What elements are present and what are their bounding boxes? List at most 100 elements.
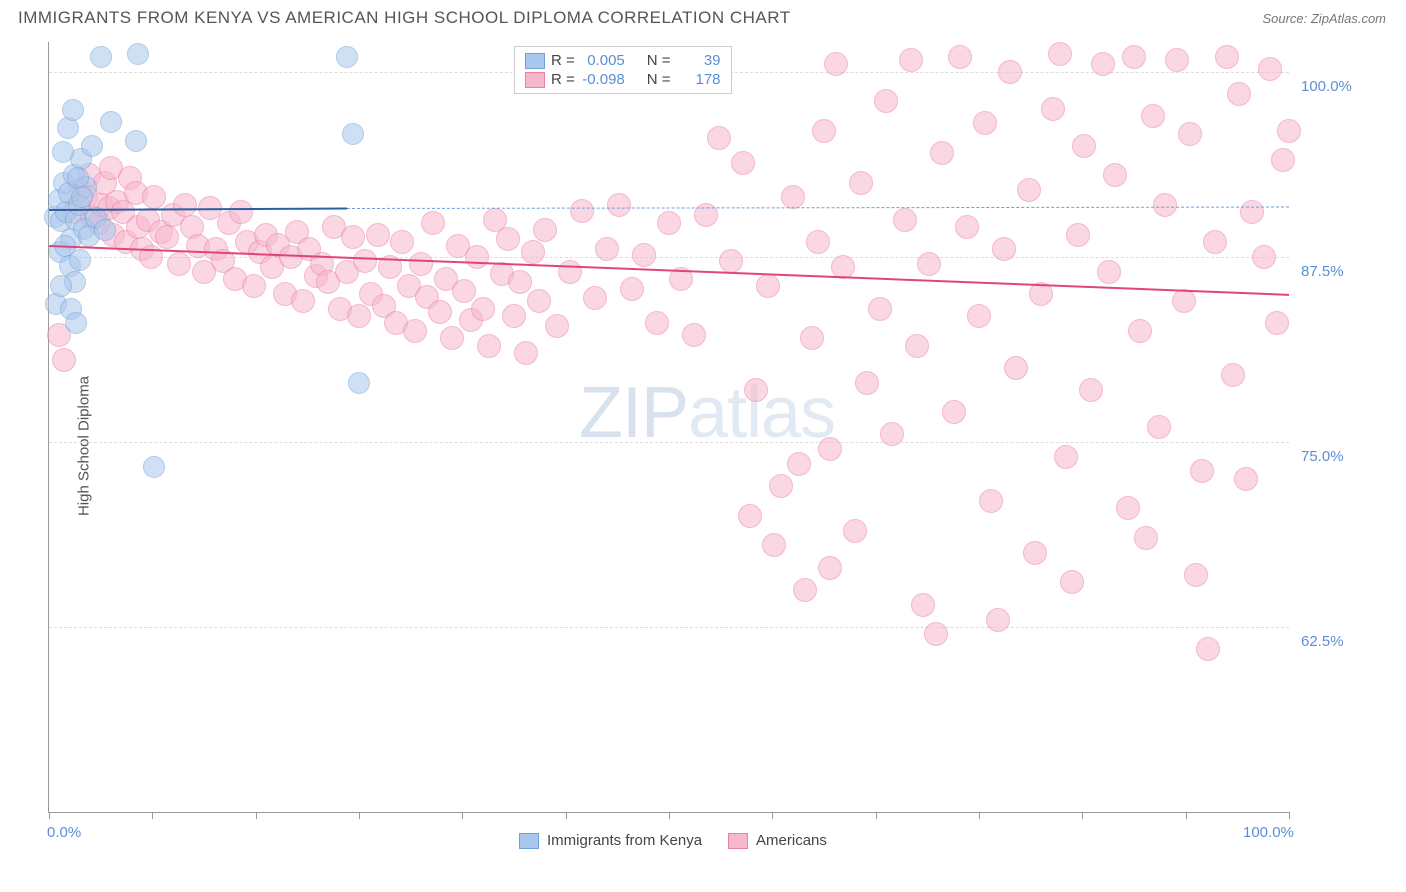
y-tick-label: 100.0% <box>1301 78 1401 95</box>
scatter-point <box>719 249 743 273</box>
scatter-point <box>657 211 681 235</box>
x-tick <box>359 812 360 819</box>
scatter-point <box>52 348 76 372</box>
x-tick <box>876 812 877 819</box>
x-tick <box>152 812 153 819</box>
scatter-point <box>155 225 179 249</box>
scatter-point <box>50 275 72 297</box>
scatter-point <box>341 225 365 249</box>
scatter-point <box>142 185 166 209</box>
gridline-h <box>49 257 1289 258</box>
scatter-point <box>787 452 811 476</box>
legend-r-value: -0.098 <box>581 71 625 88</box>
scatter-point <box>127 43 149 65</box>
scatter-point <box>998 60 1022 84</box>
scatter-point <box>595 237 619 261</box>
legend-r-label: R = <box>551 71 575 88</box>
legend-item: Americans <box>728 832 827 849</box>
scatter-point <box>948 45 972 69</box>
scatter-point <box>967 304 991 328</box>
scatter-point <box>502 304 526 328</box>
scatter-point <box>1240 200 1264 224</box>
scatter-point <box>1079 378 1103 402</box>
scatter-point <box>52 141 74 163</box>
x-tick <box>1082 812 1083 819</box>
scatter-point <box>1196 637 1220 661</box>
source-attribution: Source: ZipAtlas.com <box>1262 11 1386 26</box>
x-tick <box>256 812 257 819</box>
scatter-point <box>81 135 103 157</box>
gridline-h <box>49 627 1289 628</box>
scatter-point <box>1178 122 1202 146</box>
scatter-point <box>880 422 904 446</box>
scatter-point <box>769 474 793 498</box>
scatter-point <box>818 437 842 461</box>
x-tick <box>979 812 980 819</box>
scatter-point <box>1017 178 1041 202</box>
scatter-point <box>849 171 873 195</box>
scatter-point <box>806 230 830 254</box>
legend-n-label: N = <box>647 71 671 88</box>
scatter-point <box>125 130 147 152</box>
scatter-point <box>620 277 644 301</box>
scatter-point <box>1048 42 1072 66</box>
scatter-point <box>353 249 377 273</box>
scatter-point <box>1128 319 1152 343</box>
legend-r-value: 0.005 <box>581 52 625 69</box>
scatter-point <box>558 260 582 284</box>
scatter-point <box>1234 467 1258 491</box>
scatter-point <box>893 208 917 232</box>
scatter-point <box>1097 260 1121 284</box>
legend-n-label: N = <box>647 52 671 69</box>
scatter-point <box>1258 57 1282 81</box>
scatter-point <box>843 519 867 543</box>
scatter-point <box>1271 148 1295 172</box>
y-tick-label: 75.0% <box>1301 448 1401 465</box>
scatter-point <box>607 193 631 217</box>
scatter-point <box>347 304 371 328</box>
scatter-point <box>465 245 489 269</box>
scatter-point <box>1041 97 1065 121</box>
scatter-point <box>917 252 941 276</box>
legend-n-value: 178 <box>677 71 721 88</box>
scatter-point <box>100 111 122 133</box>
header-bar: IMMIGRANTS FROM KENYA VS AMERICAN HIGH S… <box>0 0 1406 32</box>
scatter-point <box>291 289 315 313</box>
scatter-point <box>94 219 116 241</box>
scatter-point <box>911 593 935 617</box>
scatter-point <box>756 274 780 298</box>
legend-correlation-box: R =0.005N =39R =-0.098N =178 <box>514 46 732 94</box>
scatter-point <box>874 89 898 113</box>
scatter-point <box>167 252 191 276</box>
scatter-point <box>428 300 452 324</box>
y-tick-label: 62.5% <box>1301 633 1401 650</box>
scatter-point <box>421 211 445 235</box>
scatter-point <box>707 126 731 150</box>
scatter-point <box>62 99 84 121</box>
legend-r-label: R = <box>551 52 575 69</box>
x-tick <box>1289 812 1290 819</box>
scatter-point <box>1184 563 1208 587</box>
scatter-point <box>348 372 370 394</box>
scatter-point <box>1165 48 1189 72</box>
scatter-point <box>390 230 414 254</box>
scatter-point <box>1203 230 1227 254</box>
scatter-point <box>90 46 112 68</box>
scatter-point <box>1215 45 1239 69</box>
scatter-point <box>1277 119 1301 143</box>
scatter-point <box>1103 163 1127 187</box>
x-tick <box>566 812 567 819</box>
chart-title: IMMIGRANTS FROM KENYA VS AMERICAN HIGH S… <box>18 8 791 28</box>
x-tick <box>462 812 463 819</box>
scatter-point <box>1054 445 1078 469</box>
scatter-point <box>1221 363 1245 387</box>
scatter-point <box>905 334 929 358</box>
scatter-point <box>1122 45 1146 69</box>
scatter-point <box>1004 356 1028 380</box>
scatter-point <box>471 297 495 321</box>
scatter-point <box>762 533 786 557</box>
x-tick <box>49 812 50 819</box>
scatter-point <box>65 312 87 334</box>
scatter-point <box>744 378 768 402</box>
scatter-point <box>973 111 997 135</box>
